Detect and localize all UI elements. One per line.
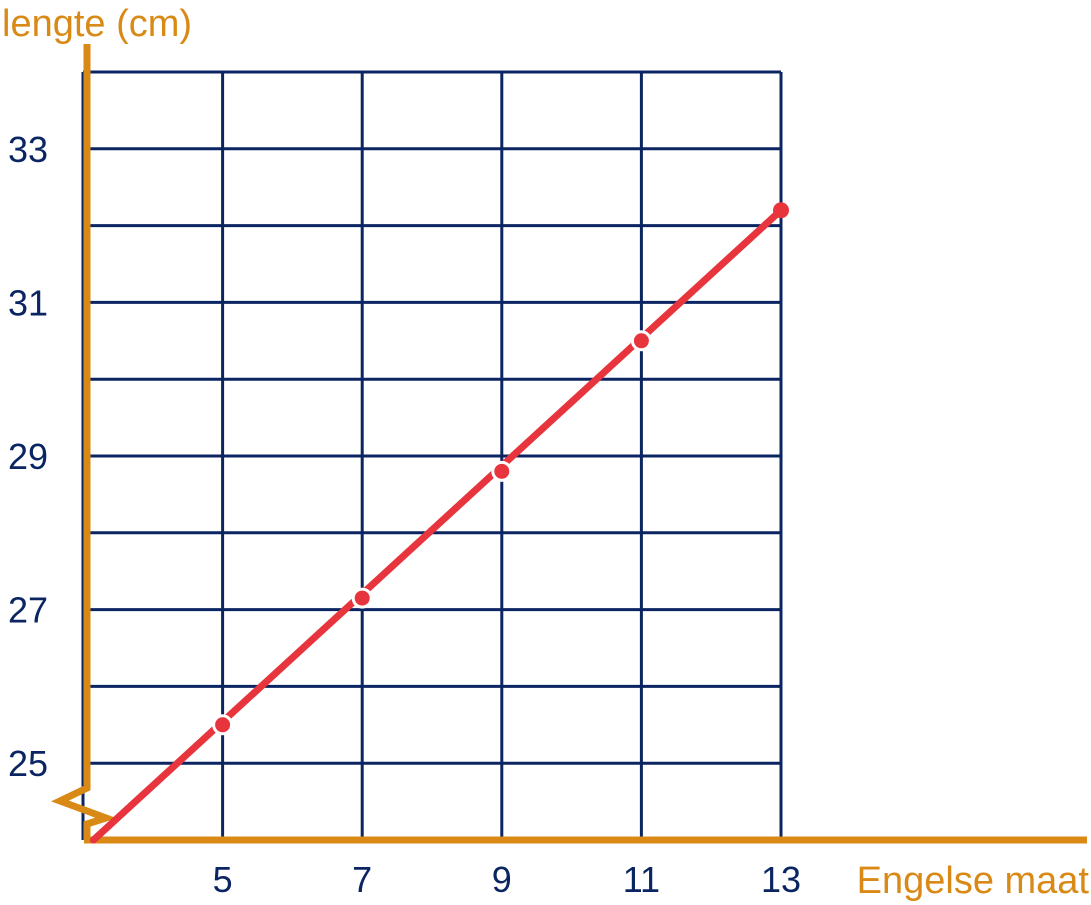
x-axis-label: Engelse maat (857, 860, 1090, 902)
y-tick-label: 29 (8, 436, 48, 477)
y-axis-label: lengte (cm) (2, 3, 192, 45)
y-tick-label: 27 (8, 590, 48, 631)
x-tick-label: 13 (761, 859, 801, 900)
data-point (630, 330, 652, 352)
data-series (89, 202, 789, 844)
data-point (491, 460, 513, 482)
axes (51, 44, 1087, 844)
y-tick-label: 31 (8, 282, 48, 323)
y-tick-label: 25 (8, 743, 48, 784)
x-tick-label: 7 (352, 859, 372, 900)
x-tick-label: 5 (213, 859, 233, 900)
y-tick-label: 33 (8, 129, 48, 170)
tick-labels: 5 7 9 11 13 25 27 29 31 33 (8, 129, 801, 900)
data-point (351, 587, 373, 609)
x-tick-label: 11 (623, 859, 660, 900)
data-point (773, 202, 789, 219)
grid (81, 70, 783, 840)
x-tick-label: 9 (492, 859, 512, 900)
data-point (212, 714, 234, 736)
y-axis-with-break (51, 44, 117, 840)
series-line (89, 206, 785, 844)
